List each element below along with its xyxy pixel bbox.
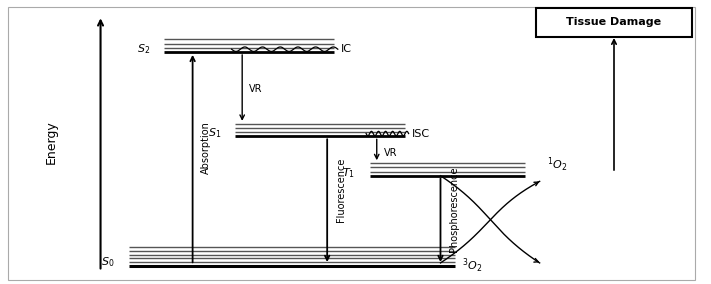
Text: $^1O_2$: $^1O_2$ [547, 155, 567, 174]
Text: Phosphorescence: Phosphorescence [449, 167, 459, 252]
Text: Tissue Damage: Tissue Damage [567, 18, 661, 28]
Text: VR: VR [250, 83, 263, 93]
Text: ISC: ISC [412, 129, 430, 139]
Text: $S_1$: $S_1$ [208, 127, 221, 141]
Text: IC: IC [341, 44, 353, 54]
Text: Energy: Energy [45, 120, 58, 164]
Text: $^3O_2$: $^3O_2$ [461, 256, 482, 275]
Text: VR: VR [384, 148, 397, 158]
Text: $T_1$: $T_1$ [343, 166, 356, 180]
Text: Absorption: Absorption [201, 121, 211, 174]
Text: $S_0$: $S_0$ [101, 255, 114, 269]
Text: $S_2$: $S_2$ [137, 42, 150, 56]
Text: Fluorescence: Fluorescence [336, 158, 346, 222]
FancyBboxPatch shape [536, 9, 692, 37]
